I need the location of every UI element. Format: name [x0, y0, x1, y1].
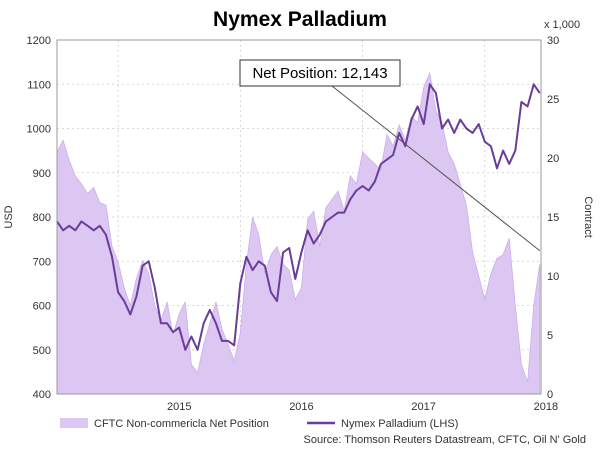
left-tick-label: 500 — [33, 345, 51, 357]
legend-label-palladium: Nymex Palladium (LHS) — [341, 418, 458, 430]
x-tick-label: 2017 — [411, 401, 435, 413]
net-position-area — [56, 71, 541, 395]
left-axis-title: USD — [3, 205, 15, 228]
left-tick-label: 1100 — [27, 79, 51, 91]
left-tick-label: 800 — [33, 212, 51, 224]
net-position-area-series — [56, 71, 541, 395]
plot-border — [56, 39, 542, 395]
left-tick-label: 1000 — [27, 124, 51, 136]
palladium-price-line-series — [56, 83, 541, 351]
left-tick-label: 600 — [33, 301, 51, 313]
x-axis-ticks: 2015 2016 2017 2018 — [167, 401, 558, 413]
source-credit: Source: Thomson Reuters Datastream, CFTC… — [304, 434, 587, 446]
right-axis-title: Contract — [582, 196, 594, 238]
right-tick-label: 15 — [547, 212, 559, 224]
left-tick-label: 1200 — [27, 35, 51, 47]
right-tick-label: 30 — [547, 35, 559, 47]
right-tick-label: 5 — [547, 330, 553, 342]
net-position-annotation: Net Position: 12,143 — [239, 59, 541, 252]
palladium-price-line — [56, 83, 541, 351]
right-tick-label: 0 — [547, 389, 553, 401]
x-tick-label: 2018 — [534, 401, 558, 413]
left-tick-label: 700 — [33, 256, 51, 268]
right-axis-unit: x 1,000 — [544, 19, 580, 31]
right-tick-label: 10 — [547, 271, 559, 283]
left-tick-label: 900 — [33, 168, 51, 180]
x-tick-label: 2015 — [167, 401, 191, 413]
chart-legend: CFTC Non-commericla Net Position Nymex P… — [60, 418, 458, 430]
annotation-text: Net Position: 12,143 — [252, 65, 387, 82]
right-tick-label: 25 — [547, 94, 559, 106]
left-tick-label: 400 — [33, 389, 51, 401]
x-tick-label: 2016 — [289, 401, 313, 413]
left-y-axis-ticks: 400 500 600 700 800 900 1000 1100 1200 — [27, 35, 51, 401]
chart-title: Nymex Palladium — [213, 8, 387, 31]
legend-swatch-net-position — [60, 418, 88, 428]
annotation-box — [239, 59, 401, 87]
legend-label-net-position: CFTC Non-commericla Net Position — [94, 418, 269, 430]
annotation-leader-line — [331, 85, 541, 252]
right-tick-label: 20 — [547, 153, 559, 165]
right-y-axis-ticks: 0 5 10 15 20 25 30 — [547, 35, 559, 401]
